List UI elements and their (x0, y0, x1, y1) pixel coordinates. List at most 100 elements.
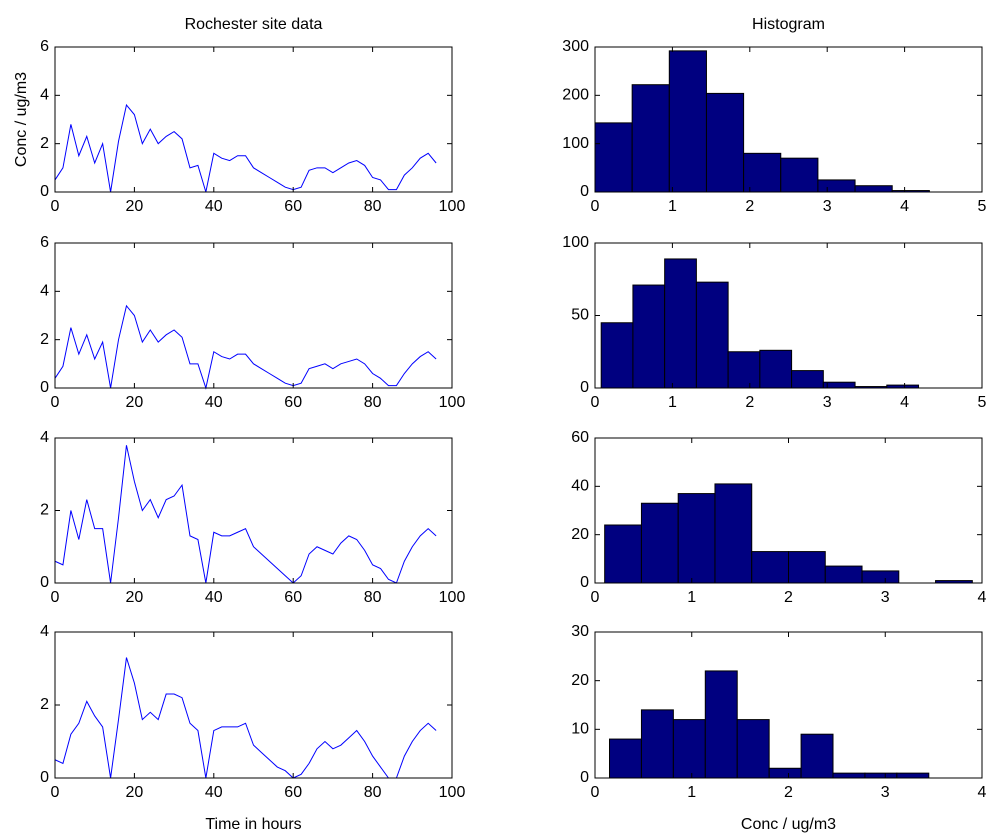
histogram-bar (604, 524, 642, 584)
y-tick-label: 0 (40, 574, 49, 591)
data-line (54, 657, 437, 779)
histogram-bar (743, 152, 782, 193)
x-tick-label: 80 (364, 198, 382, 215)
x-tick-label: 60 (284, 784, 302, 801)
axes-frame (54, 437, 453, 584)
histogram-bar (854, 185, 893, 193)
histogram-bar (677, 493, 716, 584)
x-tick-label: 20 (126, 198, 144, 215)
data-line (54, 304, 437, 390)
x-tick-label: 60 (284, 394, 302, 411)
chart-title: Histogram (752, 16, 825, 33)
x-tick-label: 1 (687, 784, 696, 801)
x-tick-label: 3 (823, 198, 832, 215)
y-tick-label: 4 (40, 623, 49, 640)
x-tick-label: 100 (439, 784, 466, 801)
x-tick-label: 0 (51, 589, 60, 606)
x-tick-label: 80 (364, 394, 382, 411)
y-tick-label: 10 (571, 721, 589, 738)
y-tick-label: 0 (580, 769, 589, 786)
histogram-bar (832, 772, 866, 779)
x-tick-label: 2 (745, 394, 754, 411)
x-tick-label: 0 (591, 198, 600, 215)
histogram-bar (672, 719, 706, 779)
y-tick-label: 0 (580, 379, 589, 396)
histogram-bar (727, 351, 761, 389)
histogram-bar (759, 349, 793, 389)
histogram-bar (640, 709, 674, 779)
x-tick-label: 0 (51, 784, 60, 801)
x-tick-label: 60 (284, 198, 302, 215)
x-tick-label: 40 (205, 198, 223, 215)
y-tick-label: 4 (40, 283, 49, 300)
y-tick-label: 2 (40, 696, 49, 713)
x-tick-label: 4 (900, 198, 909, 215)
histogram-bar (861, 570, 900, 584)
x-tick-label: 2 (784, 784, 793, 801)
x-tick-label: 20 (126, 394, 144, 411)
x-tick-label: 0 (51, 198, 60, 215)
x-axis-label: Conc / ug/m3 (741, 816, 836, 833)
y-tick-label: 200 (562, 87, 589, 104)
x-tick-label: 3 (881, 784, 890, 801)
x-tick-label: 2 (745, 198, 754, 215)
x-tick-label: 4 (900, 394, 909, 411)
histogram-bar (824, 565, 863, 584)
x-tick-label: 0 (591, 589, 600, 606)
y-tick-label: 0 (580, 574, 589, 591)
x-tick-label: 0 (51, 394, 60, 411)
x-tick-label: 80 (364, 784, 382, 801)
x-tick-label: 80 (364, 589, 382, 606)
y-tick-label: 300 (562, 38, 589, 55)
x-tick-label: 5 (978, 198, 987, 215)
x-tick-label: 40 (205, 589, 223, 606)
x-tick-label: 40 (205, 394, 223, 411)
y-tick-label: 50 (571, 307, 589, 324)
y-tick-label: 4 (40, 87, 49, 104)
x-tick-label: 20 (126, 784, 144, 801)
x-tick-label: 1 (687, 589, 696, 606)
histogram-bar (864, 772, 898, 779)
x-tick-label: 60 (284, 589, 302, 606)
x-tick-label: 4 (978, 589, 987, 606)
y-tick-label: 100 (562, 135, 589, 152)
histogram-bar (714, 483, 753, 584)
histogram-bar (704, 670, 738, 779)
histogram-bar (817, 179, 856, 193)
x-tick-label: 3 (823, 394, 832, 411)
y-tick-label: 0 (40, 769, 49, 786)
x-tick-label: 0 (591, 784, 600, 801)
x-axis-label: Time in hours (205, 816, 301, 833)
axes-frame (54, 46, 453, 193)
histogram-bar (695, 281, 729, 389)
x-tick-label: 1 (668, 394, 677, 411)
histogram-bar (632, 284, 666, 389)
histogram-bar (609, 738, 642, 779)
histogram-bar (600, 322, 634, 389)
y-tick-label: 100 (562, 234, 589, 251)
histogram-bar (751, 551, 789, 584)
y-tick-label: 6 (40, 234, 49, 251)
y-tick-label: 30 (571, 623, 589, 640)
y-tick-label: 60 (571, 429, 589, 446)
x-tick-label: 3 (881, 589, 890, 606)
histogram-bar (768, 767, 802, 779)
y-tick-label: 20 (571, 526, 589, 543)
axes-frame (594, 46, 983, 193)
axes-frame (54, 631, 453, 779)
histogram-bar (705, 92, 745, 193)
y-tick-label: 4 (40, 429, 49, 446)
y-tick-label: 0 (40, 379, 49, 396)
x-tick-label: 40 (205, 784, 223, 801)
x-tick-label: 100 (439, 394, 466, 411)
y-tick-label: 0 (40, 183, 49, 200)
histogram-bar (788, 551, 826, 584)
x-tick-label: 100 (439, 198, 466, 215)
histogram-bar (664, 258, 697, 389)
x-tick-label: 0 (591, 394, 600, 411)
x-tick-label: 5 (978, 394, 987, 411)
y-tick-label: 2 (40, 331, 49, 348)
histogram-bar (896, 772, 930, 779)
y-tick-label: 2 (40, 135, 49, 152)
